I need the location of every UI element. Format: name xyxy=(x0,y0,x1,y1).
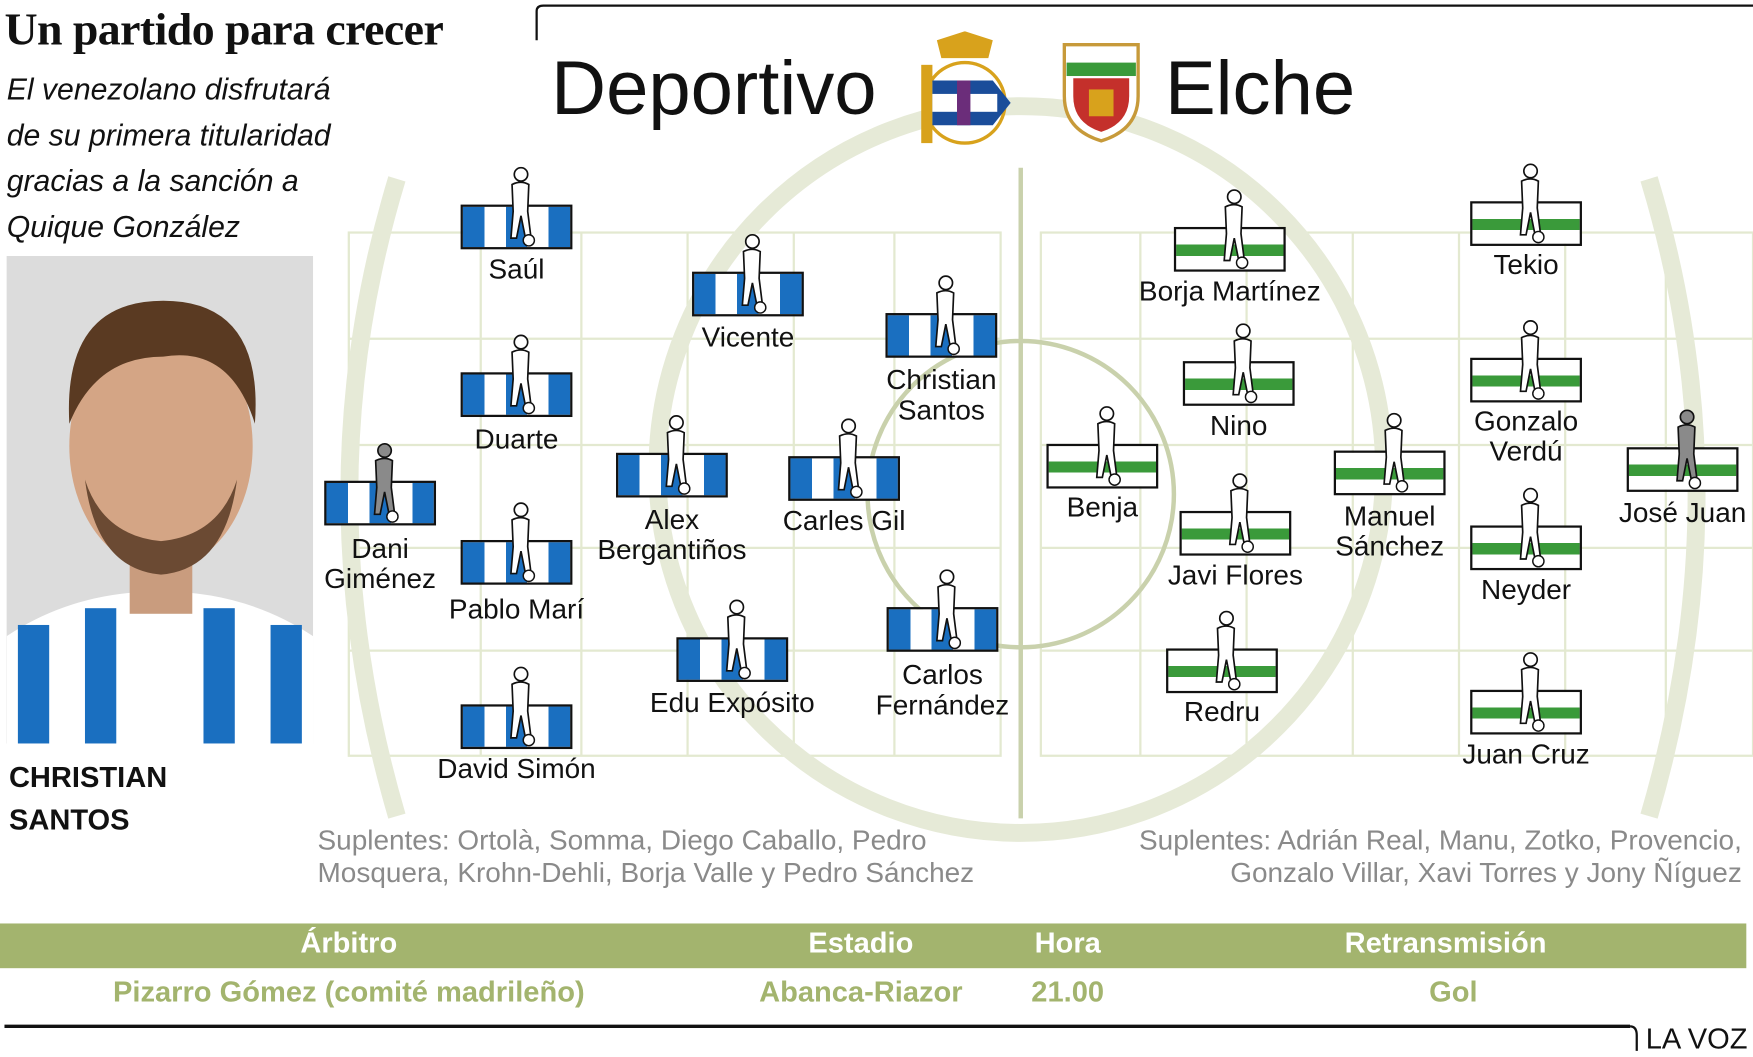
player-name: Carles Gil xyxy=(782,505,906,537)
player-name: Borja Martínez xyxy=(1138,276,1321,308)
subtitle-line: gracias a la sanción a xyxy=(6,164,299,198)
subtitle-line: El venezolano disfrutará xyxy=(6,72,331,107)
stadium-value: Abanca-Riazor xyxy=(759,974,963,1009)
subs-line: Gonzalo Villar, Xavi Torres y Jony Ñígue… xyxy=(1230,857,1742,889)
player-figure-icon xyxy=(934,275,960,356)
player-kit xyxy=(460,666,573,750)
player-figure-icon xyxy=(510,166,536,247)
player-figure-icon xyxy=(1232,323,1258,404)
deportivo-crest-icon xyxy=(921,31,1011,145)
player-figure-icon xyxy=(1383,412,1409,493)
player-kit xyxy=(1173,189,1286,272)
elche-crest-icon xyxy=(1062,43,1140,143)
time-header: Hora xyxy=(1034,925,1101,960)
player-figure-icon xyxy=(741,233,767,314)
player-figure-icon xyxy=(510,666,536,747)
player-figure-icon xyxy=(1095,406,1121,486)
player-kit xyxy=(1182,323,1295,406)
referee-header: Árbitro xyxy=(300,925,398,960)
subs-line: Suplentes: Ortolà, Somma, Diego Caballo,… xyxy=(317,825,927,857)
player-name: Vicente xyxy=(701,321,795,354)
headline: Un partido para crecer xyxy=(4,3,444,55)
player-figure-icon xyxy=(1519,320,1545,400)
player-name: Tekio xyxy=(1493,249,1559,281)
caption-line: SANTOS xyxy=(8,802,130,837)
time-value: 21.00 xyxy=(1031,974,1105,1009)
broadcast-value: Gol xyxy=(1429,974,1478,1009)
player-figure-icon xyxy=(837,418,863,499)
player-name: David Simón xyxy=(437,753,596,785)
player-kit xyxy=(692,233,804,317)
player-name: Dani Giménez xyxy=(324,533,437,595)
player-photo xyxy=(6,256,314,744)
subs-line: Suplentes: Adrián Real, Manu, Zotko, Pro… xyxy=(1139,825,1742,857)
player-kit xyxy=(1470,652,1582,735)
player-figure-icon xyxy=(1519,487,1545,568)
player-figure-icon xyxy=(1223,189,1249,270)
top-rule xyxy=(535,4,1753,41)
player-name: Juan Cruz xyxy=(1462,738,1590,771)
bottom-rule-hook xyxy=(1629,1025,1638,1051)
player-name: Pablo Marí xyxy=(448,593,585,625)
player-figure-icon xyxy=(510,334,536,415)
player-kit xyxy=(1046,406,1159,489)
player-name: Neyder xyxy=(1481,574,1572,606)
subs-line: Mosquera, Krohn-Dehli, Borja Valle y Ped… xyxy=(317,857,975,889)
player-figure-icon xyxy=(665,415,691,495)
player-kit xyxy=(676,599,789,682)
player-name: Nino xyxy=(1209,410,1268,442)
stadium-header: Estadio xyxy=(808,925,914,960)
player-name: Javi Flores xyxy=(1167,560,1303,592)
player-kit xyxy=(788,418,900,501)
player-name: Redru xyxy=(1183,696,1261,728)
broadcast-header: Retransmisión xyxy=(1344,925,1547,960)
player-figure-icon xyxy=(373,443,399,523)
brand-logo: LA VOZ xyxy=(1645,1021,1748,1056)
player-kit xyxy=(1333,412,1446,496)
player-name: José Juan xyxy=(1618,497,1747,529)
home-substitutes: Suplentes: Ortolà, Somma, Diego Caballo,… xyxy=(318,825,975,890)
away-team-name: Elche xyxy=(1164,45,1356,131)
player-kit xyxy=(1470,487,1582,571)
player-name: Duarte xyxy=(474,423,559,456)
player-kit xyxy=(1179,473,1292,556)
player-name: Gonzalo Verdú xyxy=(1474,405,1579,468)
player-name: Carlos Fernández xyxy=(875,659,1010,722)
player-kit xyxy=(1470,163,1582,246)
info-header-band xyxy=(0,923,1747,969)
referee-value: Pizarro Gómez (comité madrileño) xyxy=(112,974,585,1009)
photo-caption: CHRISTIAN SANTOS xyxy=(9,756,167,841)
player-figure-icon xyxy=(1519,163,1545,244)
subtitle-line: Quique González xyxy=(6,210,240,244)
away-substitutes: Suplentes: Adrián Real, Manu, Zotko, Pro… xyxy=(1139,825,1742,890)
player-name: Saúl xyxy=(488,253,545,286)
player-figure-icon xyxy=(510,502,536,583)
player-name: Manuel Sánchez xyxy=(1335,500,1445,563)
goalkeeper-kit xyxy=(324,443,437,526)
player-figure-icon xyxy=(1519,652,1545,732)
player-kit xyxy=(460,334,573,418)
player-figure-icon xyxy=(1676,409,1702,490)
player-figure-icon xyxy=(1228,473,1255,554)
player-kit xyxy=(886,569,999,652)
player-figure-icon xyxy=(1215,610,1241,691)
player-name: Alex Bergantiños xyxy=(597,504,747,566)
player-kit xyxy=(460,502,573,585)
player-figure-icon xyxy=(935,569,962,650)
home-team-name: Deportivo xyxy=(551,45,877,131)
player-kit xyxy=(1470,320,1582,403)
player-name: Edu Expósito xyxy=(649,687,815,719)
caption-line: CHRISTIAN xyxy=(8,760,168,794)
subtitle-line: de su primera titularidad xyxy=(6,118,331,153)
player-kit xyxy=(885,275,998,358)
subtitle: El venezolano disfrutará de su primera t… xyxy=(7,67,331,250)
player-kit xyxy=(1166,610,1278,694)
player-name: Christian Santos xyxy=(886,364,997,426)
player-name: Benja xyxy=(1066,491,1139,524)
goalkeeper-kit xyxy=(1626,409,1739,492)
player-kit xyxy=(460,166,573,250)
player-kit xyxy=(616,415,728,498)
player-figure-icon xyxy=(725,599,751,680)
